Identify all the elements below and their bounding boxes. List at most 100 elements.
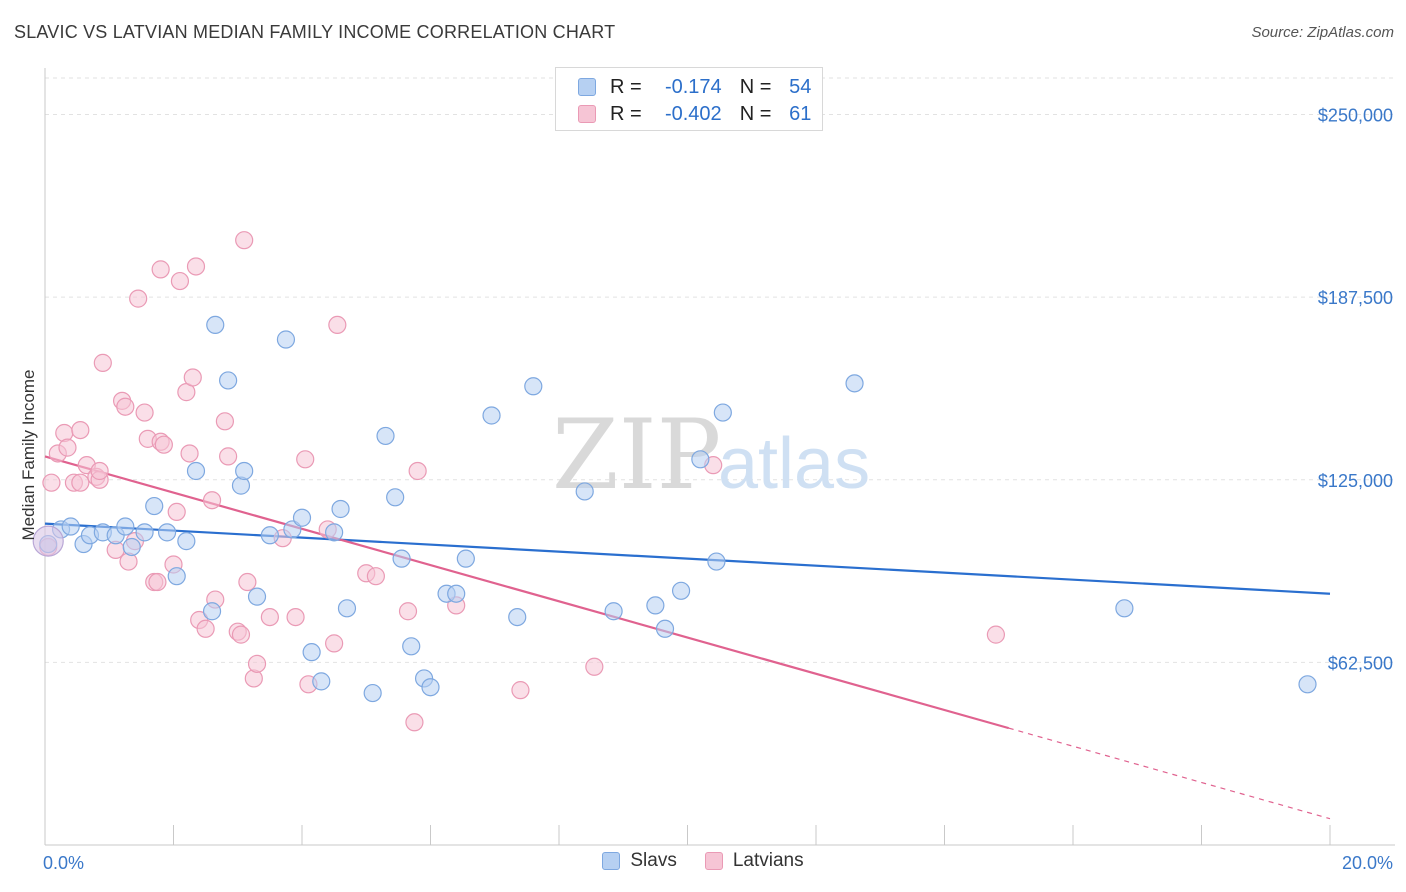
slavs-point [283,520,302,539]
latvians-point [93,353,112,372]
axis-labels: $62,500 $125,000 $187,500 $250,000 0.0% 20.0%… [19,106,1393,873]
slavs-point [671,581,691,600]
slavs-point [260,526,279,545]
latvians-n-value: 61 [789,102,812,125]
latvians-point [238,572,257,592]
x-tick-label-end: 20.0% [1342,853,1393,873]
latvians-point [231,625,251,644]
latvians-point [186,257,206,276]
latvians-point [58,438,77,457]
watermark: ZIP atlas [552,399,870,511]
slavs-point [157,523,177,542]
data-points [32,231,1317,732]
chart-title: SLAVIC VS LATVIAN MEDIAN FAMILY INCOME C… [14,22,616,42]
slavs-point [247,587,267,606]
legend-row-latvians: R = -0.402 N = 61 [578,101,811,127]
latvians-point [398,602,418,621]
slavs-point [135,523,154,542]
latvians-point [511,681,530,700]
slavs-point [325,523,344,542]
latvians-point [90,461,109,481]
slavs-point [646,596,665,615]
legend-r-label: R = [610,102,642,125]
y-tick-label: $250,000 [1318,106,1393,126]
slavs-point [655,619,675,638]
slavs-trend-line [44,522,1331,595]
latvians-point [135,403,154,422]
slavs-point [447,584,466,603]
latvians-point [286,607,305,627]
watermark-atlas: atlas [718,424,870,504]
slavs-point [312,672,331,691]
legend-row-slavs: R = -0.174 N = 54 [578,74,811,100]
latvians-point [296,450,315,469]
latvians-point [167,502,186,522]
slavs-point [116,517,135,536]
latvians-point [196,619,215,638]
slavs-point [337,599,357,618]
y-tick-label: $125,000 [1318,471,1393,491]
latvians-point [986,625,1006,644]
latvians-point [71,420,90,440]
latvians-r-value: -0.402 [664,102,722,125]
slavs-legend-label: Slavs [630,850,677,871]
slavs-r-value: -0.174 [664,75,722,98]
latvians-point [116,397,135,416]
slavs-legend-swatch [602,852,621,870]
slavs-point [421,678,440,697]
slavs-point [186,461,206,481]
legend-n-label: N = [739,102,772,125]
slavs-point [363,683,382,703]
slavs-swatch [578,78,596,96]
legend-item-slavs[interactable]: Slavs [602,850,677,872]
slavs-point [845,374,864,393]
latvians-point [148,572,167,592]
latvians-point [405,713,424,732]
latvians-point [202,491,222,510]
source-label: Source: ZipAtlas.com [1251,24,1394,41]
latvians-point [408,461,427,481]
slavs-point [456,549,475,568]
slavs-point [206,315,225,335]
slavs-point [376,426,395,446]
y-axis-title: Median Family Income [19,369,38,540]
slavs-point [202,602,222,621]
slavs-point [331,499,350,519]
latvians-point [42,473,61,492]
slavs-point [1298,675,1317,694]
slavs-point [1115,599,1134,618]
latvians-point [219,447,238,466]
slavs-point [276,330,296,349]
latvians-point [585,657,604,676]
latvians-point [247,654,267,673]
latvians-point [235,231,254,250]
slavs-point [61,517,80,536]
x-tick-label-start: 0.0% [43,853,84,873]
series-legend: Slavs Latvians [0,850,1406,872]
slavs-point [122,537,141,557]
legend-item-latvians[interactable]: Latvians [704,850,804,872]
slavs-point [402,637,421,656]
latvians-point [71,473,90,492]
slavs-point [167,567,186,586]
latvians-point [129,289,148,308]
y-tick-label: $62,500 [1328,653,1393,673]
slavs-point [713,403,732,422]
slavs-point [292,508,312,527]
legend-r-label: R = [610,75,642,98]
slavs-point [707,552,726,571]
latvians-point [151,260,170,279]
slavs-point [386,488,405,507]
slavs-point [508,607,527,627]
slavs-point [145,496,164,516]
correlation-legend: R = -0.174 N = 54 R = -0.402 N = 61 [555,67,823,131]
slavs-point [177,532,196,551]
slavs-point [575,482,594,501]
slavs-n-value: 54 [789,75,812,98]
latvians-point [170,271,190,291]
slavs-point [392,549,411,568]
latvians-point [154,435,173,454]
latvians-point [183,368,202,387]
slavs-point [691,450,710,469]
